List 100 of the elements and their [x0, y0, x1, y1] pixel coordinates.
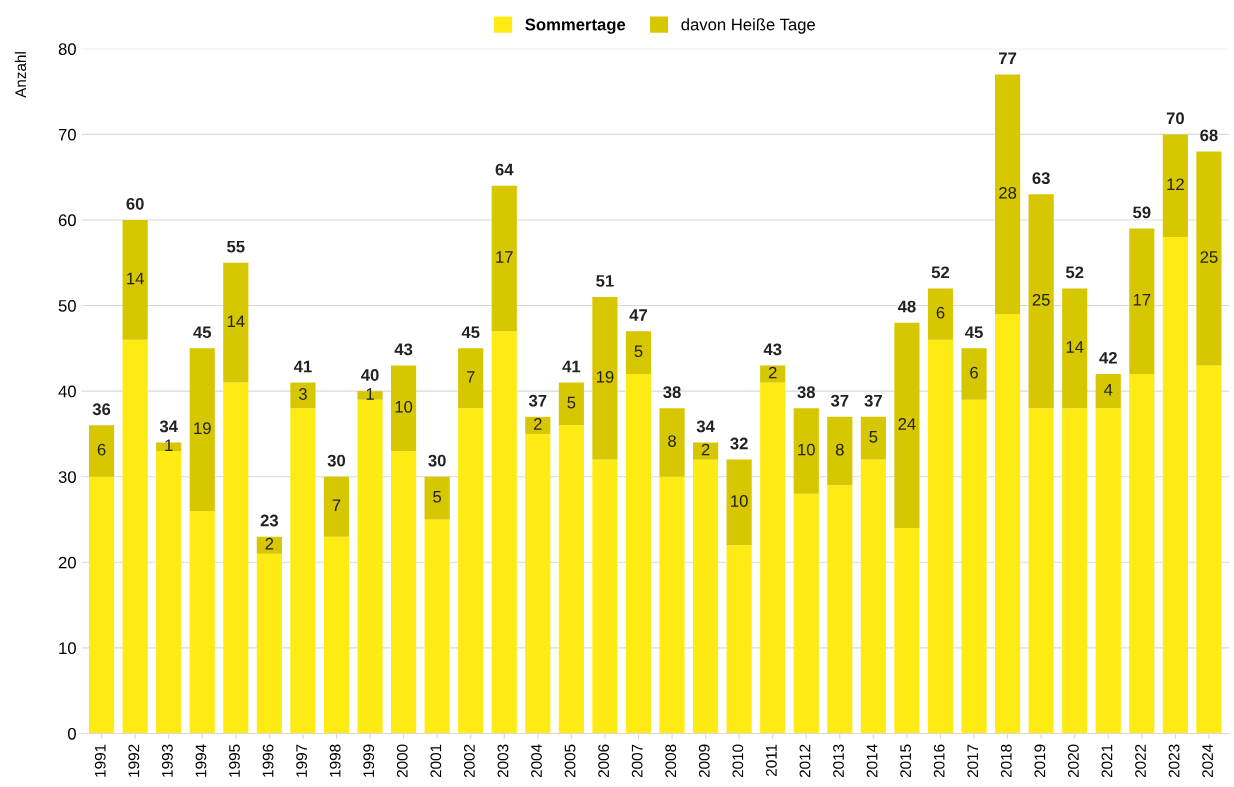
bar	[189, 348, 215, 511]
x-tick-label: 1997	[296, 744, 308, 777]
total-label: 68	[1200, 129, 1218, 142]
data-label: 25	[1200, 251, 1218, 263]
x-tick-label: 2013	[833, 744, 844, 778]
total-label: 45	[193, 326, 212, 339]
x-tick-label: 2008	[665, 744, 677, 778]
bar	[693, 442, 719, 460]
bar	[927, 339, 954, 734]
bar	[793, 408, 819, 494]
data-label: 8	[835, 443, 844, 456]
x-tick-label: 1991	[94, 744, 106, 777]
bar	[323, 476, 350, 537]
x-tick-label: 2023	[1168, 744, 1180, 778]
total-label: 32	[730, 437, 748, 450]
data-label: 4	[1104, 383, 1113, 396]
bar	[659, 476, 685, 734]
bar	[458, 348, 484, 409]
bar	[961, 399, 987, 734]
data-label: 6	[936, 306, 945, 319]
x-tick-label: 2024	[1202, 744, 1214, 778]
bar	[827, 416, 853, 486]
total-label: 30	[428, 454, 446, 467]
bar	[424, 476, 450, 520]
total-label: 37	[830, 394, 849, 407]
x-tick-label: 1996	[262, 744, 274, 777]
y-tick-label: 40	[58, 385, 76, 398]
data-label: 2	[534, 418, 542, 430]
total-label: 59	[1133, 206, 1151, 219]
bar	[525, 433, 551, 734]
bar	[1095, 408, 1121, 734]
data-label: 14	[227, 315, 245, 327]
bar	[491, 185, 517, 332]
x-tick-label: 1995	[229, 744, 240, 777]
data-label: 6	[970, 366, 978, 379]
bar	[1162, 237, 1188, 734]
data-label: 10	[395, 400, 413, 413]
legend-label: Sommertage	[525, 18, 626, 34]
bar	[659, 408, 685, 477]
y-axis-title: Anzahl	[14, 52, 27, 98]
y-tick-label: 50	[58, 299, 76, 312]
data-label: 19	[596, 370, 614, 383]
bar	[223, 262, 249, 383]
total-label: 55	[227, 240, 245, 253]
data-label: 10	[731, 495, 748, 507]
data-label: 2	[768, 366, 777, 379]
y-tick-label: 80	[58, 43, 76, 55]
bar	[894, 322, 920, 529]
data-label: 8	[668, 435, 676, 447]
bar	[860, 459, 886, 734]
y-tick-label: 70	[58, 128, 76, 141]
total-label: 63	[1032, 172, 1050, 185]
data-label: 5	[567, 396, 576, 409]
total-label: 48	[897, 300, 916, 313]
data-label: 17	[1133, 294, 1151, 306]
total-label: 34	[159, 420, 178, 433]
data-label: 14	[127, 272, 144, 285]
bar	[1028, 194, 1054, 409]
total-label: 60	[126, 197, 144, 210]
data-label: 1	[165, 439, 173, 452]
bar	[558, 382, 584, 426]
total-label: 36	[92, 403, 111, 416]
total-label: 41	[562, 360, 581, 373]
total-label: 23	[260, 514, 279, 527]
bar	[827, 485, 853, 734]
legend-label: davon Heiße Tage	[681, 18, 815, 34]
total-label: 41	[293, 360, 312, 373]
x-tick-label: 2018	[1000, 744, 1012, 778]
total-label: 38	[797, 386, 816, 399]
total-label: 43	[763, 343, 782, 356]
total-label: 30	[327, 454, 346, 467]
bar	[88, 425, 115, 477]
x-tick-label: 1993	[161, 744, 173, 777]
bar	[88, 476, 115, 734]
bar	[458, 408, 484, 734]
bar	[693, 459, 719, 734]
bar	[760, 382, 786, 734]
x-tick-label: 1999	[363, 744, 375, 777]
total-label: 45	[461, 326, 480, 339]
bar	[156, 451, 182, 734]
bar	[793, 493, 819, 734]
bar	[927, 288, 954, 340]
bar	[894, 528, 920, 734]
y-tick-label: 20	[58, 556, 76, 569]
bar	[1129, 228, 1155, 375]
total-label: 37	[528, 394, 547, 407]
x-tick-label: 2021	[1101, 744, 1113, 778]
data-label: 1	[366, 388, 374, 400]
x-tick-label: 1992	[128, 744, 140, 777]
bar	[995, 314, 1021, 734]
x-tick-label: 2016	[933, 744, 945, 778]
bar	[1095, 374, 1121, 409]
x-tick-label: 1998	[329, 744, 341, 777]
x-tick-label: 2006	[598, 744, 610, 778]
total-label: 37	[864, 394, 882, 407]
data-label: 24	[898, 418, 916, 430]
x-tick-label: 2010	[732, 744, 744, 778]
total-label: 70	[1166, 112, 1184, 125]
x-tick-label: 2012	[799, 744, 811, 778]
x-tick-label: 2015	[900, 744, 912, 778]
